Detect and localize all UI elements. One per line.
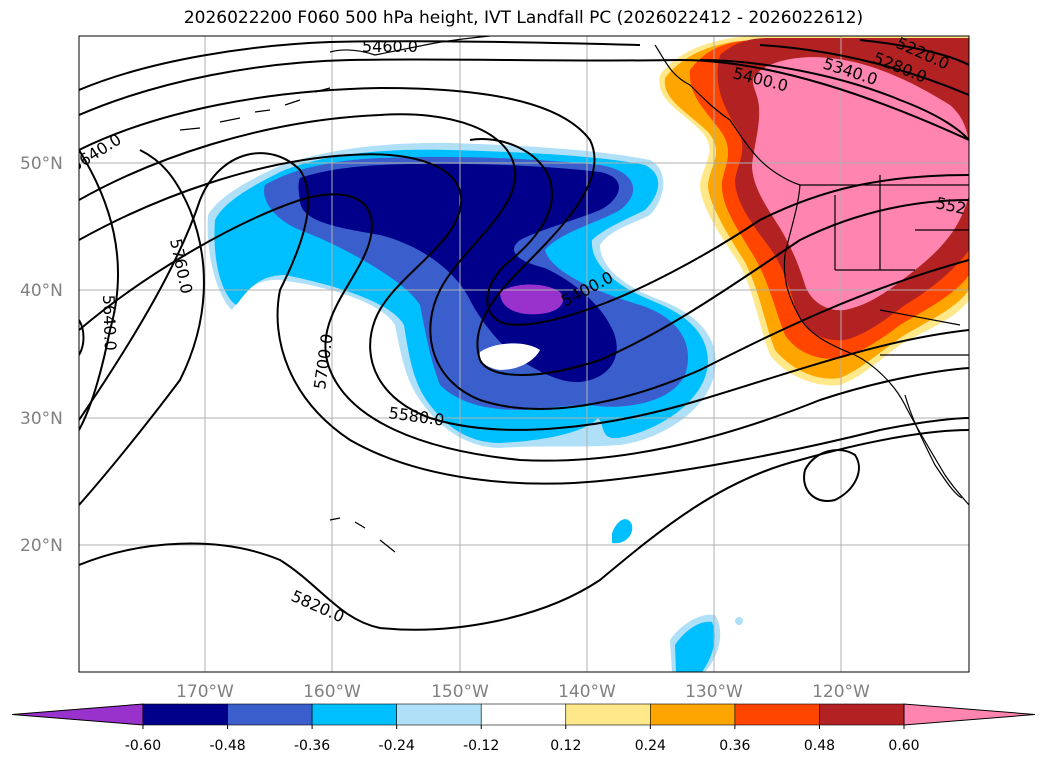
coast-hawaii bbox=[329, 517, 396, 553]
contour-5760-left bbox=[79, 149, 205, 506]
pc-hole bbox=[479, 343, 540, 370]
map-frame bbox=[78, 35, 970, 673]
coast-bc bbox=[654, 44, 801, 186]
colorbar: -0.60 -0.48 -0.36 -0.24 -0.12 0.12 0.24 0.36 0.4… bbox=[11, 703, 1036, 754]
contour-5700 bbox=[79, 193, 969, 462]
coast-aleutians bbox=[179, 87, 331, 131]
colorbar-segment bbox=[650, 703, 736, 726]
border-states bbox=[834, 175, 969, 326]
latitude-labels: 50°N 40°N 30°N 20°N bbox=[20, 154, 63, 556]
colorbar-tick-label: -0.48 bbox=[209, 738, 245, 754]
pc-level-neg060 bbox=[500, 284, 564, 315]
colorbar-segment bbox=[565, 703, 651, 726]
contour-5280 bbox=[759, 44, 969, 96]
lat-label: 50°N bbox=[20, 154, 63, 174]
colorbar-extend-high bbox=[903, 703, 1036, 726]
lat-label: 20°N bbox=[20, 536, 63, 556]
pc-level-pos060 bbox=[752, 57, 969, 311]
colorbar-segment bbox=[311, 703, 397, 726]
height-contours bbox=[79, 39, 969, 631]
colorbar-tick-label: 0.12 bbox=[550, 738, 581, 754]
contour-5220 bbox=[859, 39, 969, 66]
contour-5640-outer bbox=[79, 113, 969, 410]
coast-alaska bbox=[329, 36, 491, 56]
lon-label: 170°W bbox=[176, 682, 234, 702]
colorbar-extend-low bbox=[11, 703, 144, 726]
lon-label: 160°W bbox=[303, 682, 361, 702]
contour-5340 bbox=[699, 59, 969, 141]
pc-dot bbox=[735, 617, 743, 625]
contour-left-edge bbox=[79, 319, 85, 356]
contour-label: 5640.0 bbox=[99, 294, 120, 351]
contour-5580-outer bbox=[79, 86, 969, 376]
negative-pc-region bbox=[207, 142, 743, 672]
pc-blob-small bbox=[612, 519, 633, 544]
lon-label: 140°W bbox=[558, 682, 616, 702]
colorbar-segment bbox=[142, 703, 228, 726]
coast-baja bbox=[904, 394, 963, 499]
longitude-labels: 170°W 160°W 150°W 140°W 130°W 120°W bbox=[176, 682, 870, 702]
colorbar-tick-label: -0.36 bbox=[294, 738, 330, 754]
contour-5640-west bbox=[79, 149, 120, 431]
contour-5400-core bbox=[469, 138, 969, 326]
colorbar-tick-label: 0.24 bbox=[635, 738, 666, 754]
colorbar-segment bbox=[227, 703, 313, 726]
colorbar-tick-label: 0.48 bbox=[804, 738, 835, 754]
contour-5520-a bbox=[79, 58, 969, 141]
colorbar-segment bbox=[819, 703, 905, 726]
colorbar-tick-label: 0.36 bbox=[719, 738, 750, 754]
colorbar-tick-label: -0.24 bbox=[379, 738, 415, 754]
pc-level-neg048 bbox=[298, 163, 619, 383]
lat-label: 40°N bbox=[20, 281, 63, 301]
colorbar-segment bbox=[396, 703, 482, 726]
contour-5460 bbox=[79, 40, 641, 91]
lon-label: 150°W bbox=[431, 682, 489, 702]
lat-label: 30°N bbox=[20, 409, 63, 429]
colorbar-tick-label: -0.12 bbox=[463, 738, 499, 754]
contour-5760 bbox=[79, 152, 969, 485]
lon-label: 120°W bbox=[812, 682, 870, 702]
colorbar-tick-label: 0.60 bbox=[888, 738, 919, 754]
coastlines bbox=[179, 36, 969, 553]
colorbar-segment bbox=[480, 703, 567, 726]
contour-label: 5460.0 bbox=[362, 37, 418, 56]
colorbar-tick-label: -0.60 bbox=[125, 738, 161, 754]
lon-label: 130°W bbox=[685, 682, 743, 702]
contour-5580 bbox=[79, 153, 969, 431]
chart-title: 2026022200 F060 500 hPa height, IVT Land… bbox=[183, 8, 864, 28]
coast-west-us bbox=[783, 184, 969, 506]
contour-5820-loop bbox=[803, 449, 860, 502]
pc-blob-south-core bbox=[675, 621, 715, 672]
colorbar-segment bbox=[734, 703, 820, 726]
